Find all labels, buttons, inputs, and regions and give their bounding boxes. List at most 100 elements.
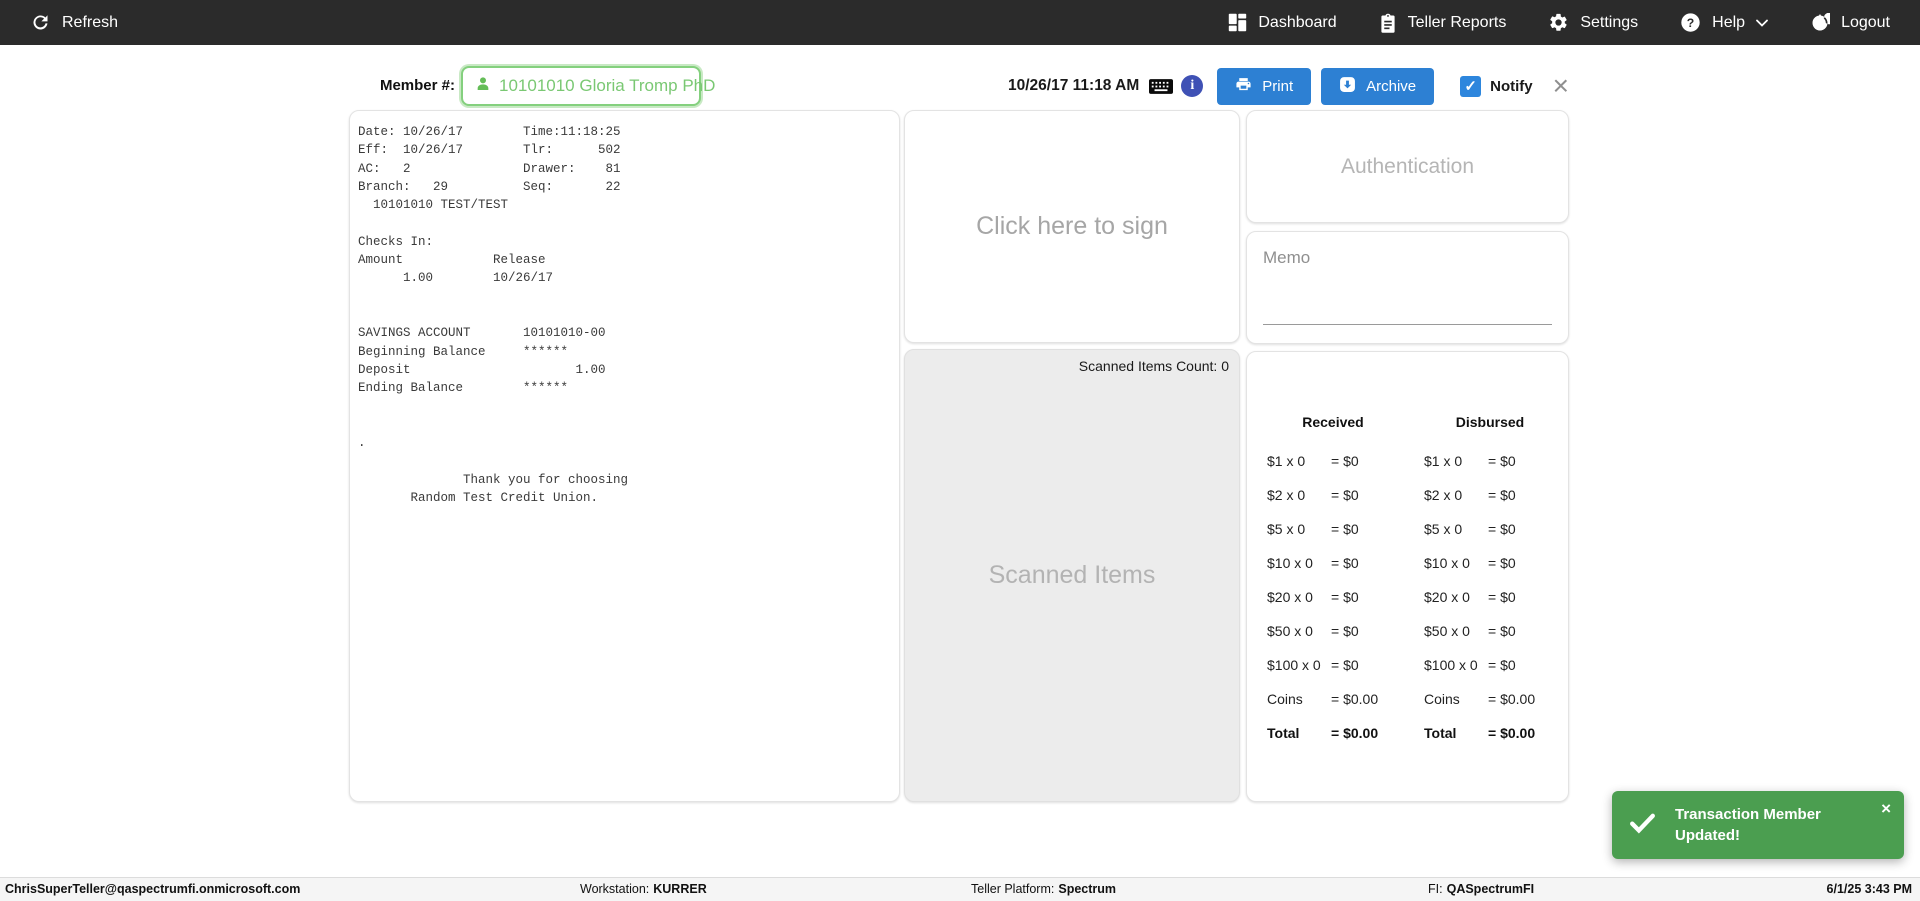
workstation-info: Workstation: KURRER <box>580 882 707 896</box>
denomination-value: = $0 <box>1331 555 1359 571</box>
close-icon[interactable]: × <box>1552 70 1569 101</box>
denomination-value: = $0 <box>1488 623 1516 639</box>
teller-platform-info: Teller Platform: Spectrum <box>971 882 1117 896</box>
refresh-button[interactable]: Refresh <box>30 12 118 33</box>
cash-row: $20 x 0 = $0 <box>1267 580 1402 614</box>
member-number-field[interactable]: 10101010 Gloria Tromp PhD <box>461 66 715 106</box>
cash-row: $10 x 0 = $0 <box>1424 546 1559 580</box>
receipt-text: Date: 10/26/17 Time:11:18:25 Eff: 10/26/… <box>358 125 629 505</box>
notify-label: Notify <box>1490 77 1533 95</box>
archive-button[interactable]: Archive <box>1321 67 1435 105</box>
status-bar: ChrisSuperTeller@qaspectrumfi.onmicrosof… <box>0 877 1920 901</box>
denomination-label: Coins <box>1424 691 1460 707</box>
cash-row: $2 x 0 = $0 <box>1424 478 1559 512</box>
disbursed-header: Disbursed <box>1455 414 1525 430</box>
denomination-label: $20 x 0 <box>1267 589 1313 605</box>
cash-row: Coins = $0.00 <box>1424 682 1559 716</box>
denomination-value: = $0 <box>1331 589 1359 605</box>
denomination-value: = $0.00 <box>1331 725 1379 741</box>
denomination-value: = $0 <box>1488 657 1516 673</box>
cash-row: $100 x 0 = $0 <box>1267 648 1402 682</box>
member-number-label: Member #: <box>379 77 455 94</box>
nav-logout[interactable]: Logout <box>1810 12 1890 33</box>
teller-email: ChrisSuperTeller@qaspectrumfi.onmicrosof… <box>5 882 301 896</box>
nav-help[interactable]: ? Help <box>1680 12 1768 33</box>
denomination-value: = $0 <box>1331 521 1359 537</box>
cash-row: $5 x 0 = $0 <box>1424 512 1559 546</box>
cash-row: $2 x 0 = $0 <box>1267 478 1402 512</box>
gear-icon <box>1548 12 1569 33</box>
refresh-label: Refresh <box>62 13 119 31</box>
cash-row: $10 x 0 = $0 <box>1267 546 1402 580</box>
notify-checkbox-group[interactable]: ✓ Notify <box>1460 75 1533 97</box>
cash-row: $50 x 0 = $0 <box>1267 614 1402 648</box>
receipt-preview-panel: Date: 10/26/17 Time:11:18:25 Eff: 10/26/… <box>349 110 900 802</box>
denomination-value: = $0.00 <box>1488 725 1536 741</box>
nav-help-label: Help <box>1712 13 1746 31</box>
denomination-label: $100 x 0 <box>1424 657 1478 673</box>
cash-received-group: Received $1 x 0 = $0 $2 x 0 = $0 $5 x 0 … <box>1267 414 1402 750</box>
success-toast: Transaction Member Updated! × <box>1612 791 1904 859</box>
toast-close-icon[interactable]: × <box>1881 799 1891 818</box>
authentication-placeholder: Authentication <box>1340 154 1475 178</box>
signature-pad[interactable]: Click here to sign <box>904 110 1240 343</box>
nav-settings-label: Settings <box>1580 13 1639 31</box>
memo-input[interactable] <box>1263 324 1552 325</box>
memo-label: Memo <box>1263 248 1311 267</box>
denomination-label: Total <box>1267 725 1300 741</box>
nav-dashboard-label: Dashboard <box>1258 13 1337 31</box>
signature-placeholder: Click here to sign <box>976 212 1168 240</box>
denomination-value: = $0 <box>1488 521 1516 537</box>
memo-panel: Memo <box>1246 231 1569 344</box>
nav-settings[interactable]: Settings <box>1548 12 1638 33</box>
notify-checkbox[interactable]: ✓ <box>1460 75 1482 97</box>
archive-icon <box>1339 76 1356 97</box>
cash-count-panel: Received $1 x 0 = $0 $2 x 0 = $0 $5 x 0 … <box>1246 351 1569 802</box>
person-icon <box>475 76 491 97</box>
cash-row: $50 x 0 = $0 <box>1424 614 1559 648</box>
print-label: Print <box>1262 77 1294 95</box>
denomination-label: $20 x 0 <box>1424 589 1470 605</box>
member-number-value: 10101010 Gloria Tromp PhD <box>499 76 716 95</box>
denomination-label: $50 x 0 <box>1267 623 1313 639</box>
cash-row: Coins = $0.00 <box>1267 682 1402 716</box>
denomination-value: = $0 <box>1331 487 1359 503</box>
nav-teller-reports-label: Teller Reports <box>1407 13 1507 31</box>
denomination-label: $5 x 0 <box>1267 521 1306 537</box>
cash-row: Total = $0.00 <box>1424 716 1559 750</box>
transaction-header-actions: 10/26/17 11:18 AM i Print Archive ✓ Noti… <box>1000 66 1569 106</box>
top-navbar: Refresh Dashboard Teller Reports Sett <box>0 0 1920 45</box>
nav-dashboard[interactable]: Dashboard <box>1228 13 1337 32</box>
denomination-value: = $0 <box>1488 453 1516 469</box>
denomination-label: $1 x 0 <box>1267 453 1306 469</box>
cash-row: Total = $0.00 <box>1267 716 1402 750</box>
info-icon[interactable]: i <box>1181 75 1204 97</box>
scanned-items-placeholder: Scanned Items <box>988 561 1156 589</box>
scanned-items-panel: Scanned Items Count: 0 Scanned Items <box>904 349 1240 802</box>
denomination-value: = $0 <box>1331 453 1359 469</box>
cash-row: $5 x 0 = $0 <box>1267 512 1402 546</box>
denomination-label: $10 x 0 <box>1424 555 1470 571</box>
refresh-icon <box>30 12 51 33</box>
denomination-label: $5 x 0 <box>1424 521 1463 537</box>
received-header: Received <box>1302 414 1364 430</box>
denomination-value: = $0 <box>1331 657 1359 673</box>
denomination-label: $10 x 0 <box>1267 555 1313 571</box>
help-icon: ? <box>1680 12 1701 33</box>
denomination-label: Total <box>1424 725 1457 741</box>
toast-message: Transaction Member Updated! <box>1675 805 1821 844</box>
print-button[interactable]: Print <box>1217 67 1312 105</box>
denomination-value: = $0.00 <box>1331 691 1379 707</box>
fi-info: FI: QASpectrumFI <box>1428 882 1535 896</box>
cash-disbursed-group: Disbursed $1 x 0 = $0 $2 x 0 = $0 $5 x 0… <box>1424 414 1559 750</box>
denomination-label: $2 x 0 <box>1267 487 1306 503</box>
nav-teller-reports[interactable]: Teller Reports <box>1379 13 1507 33</box>
dashboard-icon <box>1228 13 1247 32</box>
keyboard-icon[interactable] <box>1149 78 1174 94</box>
cash-row: $100 x 0 = $0 <box>1424 648 1559 682</box>
status-datetime: 6/1/25 3:43 PM <box>1826 882 1912 896</box>
transaction-datetime: 10/26/17 11:18 AM <box>1008 77 1140 94</box>
scanned-items-count: Scanned Items Count: 0 <box>1078 358 1229 374</box>
denomination-label: $2 x 0 <box>1424 487 1463 503</box>
